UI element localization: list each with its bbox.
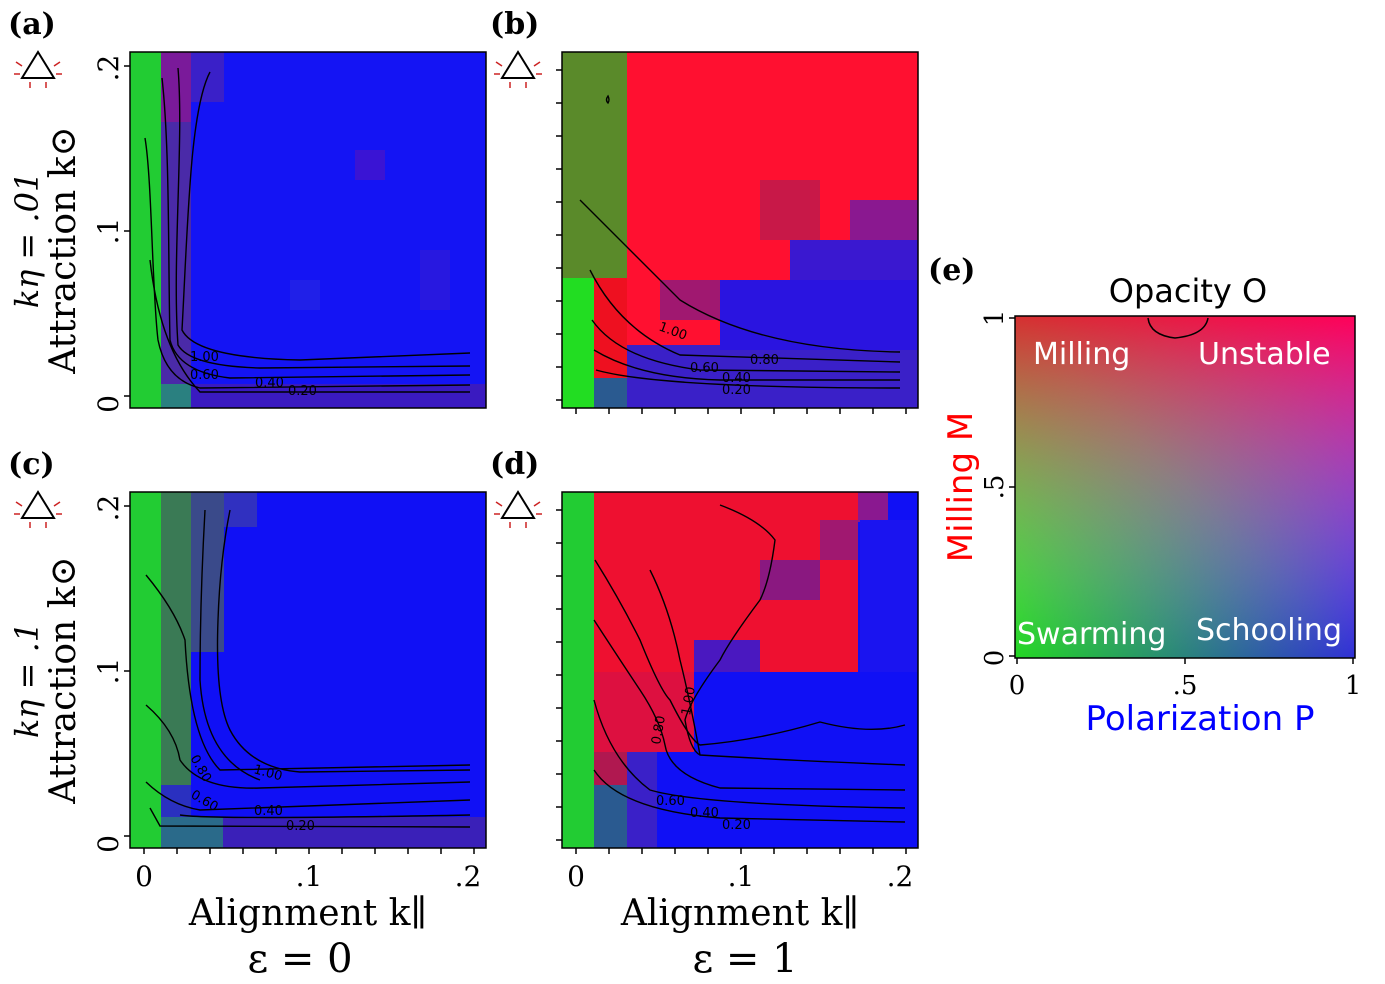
y-ticks-c: [124, 505, 130, 837]
contour-label: 0.40: [254, 804, 283, 819]
y-axis-label: Attraction k⊙: [43, 126, 84, 374]
contour-label: 0.60: [690, 361, 719, 376]
contour-label: 0.80: [649, 715, 669, 746]
panel-e-legend: (e) Opacity O Milling Unstable Swarming …: [928, 253, 1361, 739]
contour-label: 0.60: [656, 794, 685, 809]
legend-xlabel: Polarization P: [1086, 699, 1315, 739]
y-tick: .2: [92, 495, 125, 522]
x-ticks-b: [575, 408, 907, 414]
contour-label: 1.00: [190, 350, 219, 365]
contour-label: 0.20: [288, 384, 317, 399]
x-tick: .2: [887, 860, 914, 893]
x-tick: .1: [728, 860, 755, 893]
contour-label: 0.60: [190, 368, 219, 383]
contour-label: 0.20: [722, 383, 751, 398]
region-unstable: Unstable: [1198, 337, 1331, 372]
contour-label: 1.00: [679, 686, 699, 717]
contours-b: [579, 94, 901, 389]
panel-b: (b) 1.00: [490, 7, 919, 414]
contour-label: 1.00: [252, 762, 284, 784]
heatmap-a: [130, 52, 486, 408]
x-tick: .2: [455, 860, 482, 893]
light-icon: [14, 490, 62, 528]
plot-frame: [129, 491, 487, 849]
y-tick: 0: [92, 835, 125, 853]
panel-label-b: (b): [490, 7, 539, 42]
x-tick: 0: [135, 860, 153, 893]
plot-frame: [561, 491, 919, 849]
contour-label: 0.40: [722, 371, 751, 386]
legend-y-tick: 1: [980, 310, 1010, 327]
x-tick-labels-c: 0 .1 .2: [135, 860, 481, 893]
legend-y-tick: 0: [980, 650, 1010, 667]
y-tick: .1: [92, 658, 125, 685]
contour-labels-a: 1.00 0.60 0.40 0.20: [190, 350, 317, 399]
plot-frame: [129, 51, 487, 409]
heatmap-b: [562, 52, 918, 408]
row-label: kη = .01: [8, 172, 46, 309]
x-axis-label: Alignment k∥: [188, 893, 427, 934]
y-tick: .2: [92, 55, 125, 82]
plot-frame: [561, 51, 919, 409]
panel-d: (d) 1: [490, 447, 919, 982]
panel-c: (c) 1.00 0.80: [8, 447, 487, 982]
y-tick: .1: [92, 218, 125, 245]
legend-y-tick-labels: 0 .5 1: [980, 310, 1010, 667]
light-icon: [14, 50, 62, 88]
contour-label: 0.20: [286, 819, 315, 834]
x-tick: .1: [296, 860, 323, 893]
opacity-contour: [1147, 317, 1209, 339]
region-swarming: Swarming: [1017, 617, 1166, 652]
contours-a: [144, 67, 471, 393]
contour-label: 0.20: [722, 818, 751, 833]
contour-label: 0.40: [690, 806, 719, 821]
legend-title: Opacity O: [1109, 272, 1267, 310]
column-label: ε = 1: [692, 936, 797, 982]
light-icon: [494, 50, 542, 88]
contour-label: 0.40: [255, 376, 284, 391]
y-ticks-d: [556, 509, 562, 841]
contour-label: 0.80: [750, 353, 779, 368]
panel-label-e: (e): [928, 253, 975, 288]
legend-x-tick: .5: [1173, 671, 1198, 701]
legend-region-labels: Milling Unstable Swarming Schooling: [1017, 337, 1342, 652]
heatmap-c: [130, 492, 486, 848]
y-ticks-a: [124, 65, 130, 397]
row-label: kη = .1: [8, 622, 46, 738]
y-tick: 0: [92, 395, 125, 413]
region-schooling: Schooling: [1196, 613, 1342, 648]
contours-c: [145, 509, 471, 828]
x-tick-labels-d: 0 .1 .2: [567, 860, 913, 893]
panel-label-c: (c): [8, 447, 55, 482]
y-tick-labels-c: 0 .1 .2: [92, 495, 125, 853]
panel-label-d: (d): [490, 447, 539, 482]
heatmap-d: [562, 492, 918, 848]
legend-x-tick: 1: [1345, 671, 1362, 701]
legend-ylabel: Milling M: [941, 412, 981, 562]
legend-ticks: [1009, 317, 1354, 664]
x-ticks-d: [575, 848, 907, 854]
region-milling: Milling: [1033, 337, 1130, 372]
legend-x-tick-labels: 0 .5 1: [1009, 671, 1362, 701]
contours-d: [593, 504, 906, 823]
light-icon: [494, 490, 542, 528]
y-ticks-b: [556, 69, 562, 401]
panel-a: (a) 1.00 0.60: [8, 7, 487, 413]
x-tick: 0: [567, 860, 585, 893]
legend-y-tick: .5: [980, 475, 1010, 500]
column-label: ε = 0: [247, 936, 352, 982]
contour-labels-d: 1.00 0.80 0.60 0.40 0.20: [649, 686, 751, 833]
panel-label-a: (a): [8, 7, 56, 42]
legend-x-tick: 0: [1009, 671, 1026, 701]
x-ticks-c: [143, 848, 475, 854]
color-legend: [1015, 316, 1355, 658]
x-axis-label: Alignment k∥: [620, 893, 859, 934]
y-tick-labels-a: 0 .1 .2: [92, 55, 125, 413]
y-axis-label: Attraction k⊙: [43, 556, 84, 804]
